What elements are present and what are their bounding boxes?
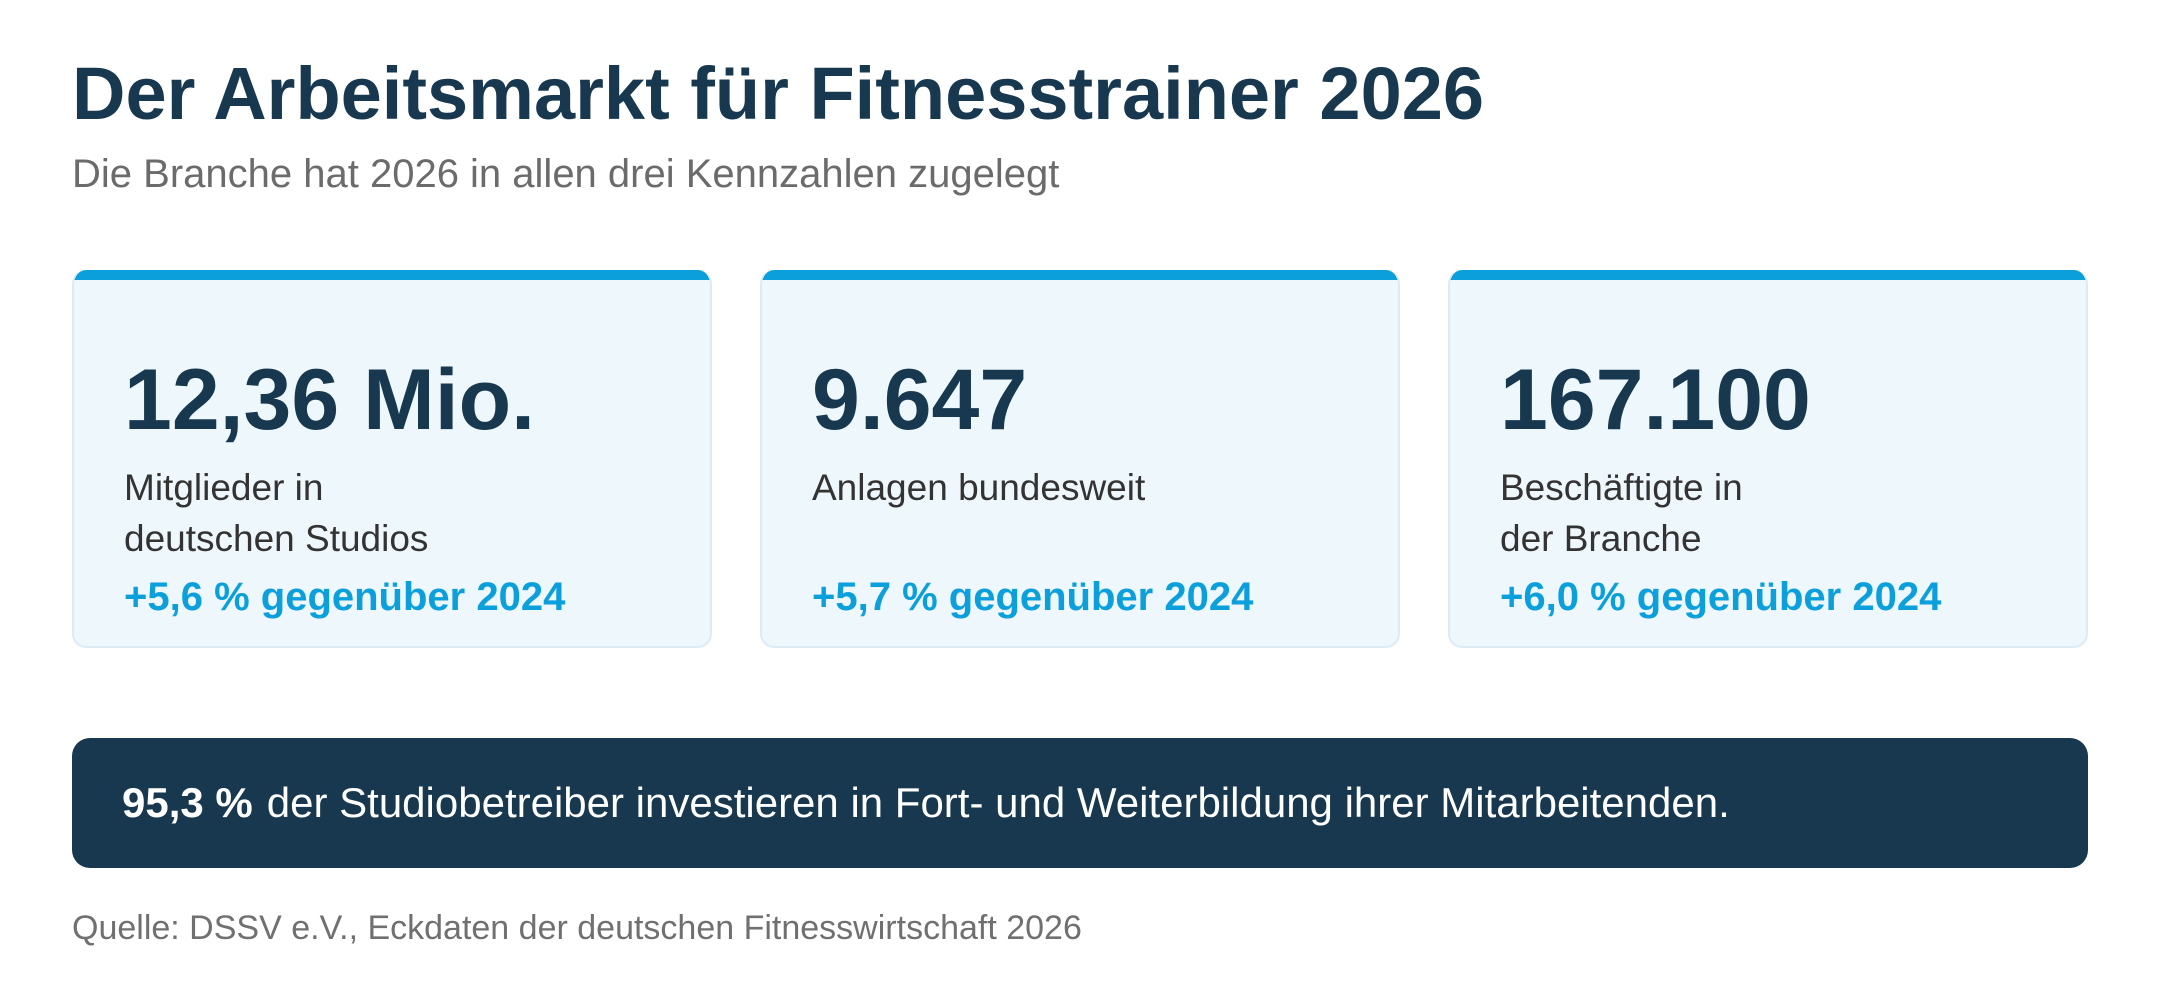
card-accent-bar <box>1450 270 2086 280</box>
page-subtitle: Die Branche hat 2026 in allen drei Kennz… <box>72 152 1060 196</box>
kpi-value: 167.100 <box>1500 352 1811 448</box>
highlight-banner: 95,3 % der Studiobetreiber investieren i… <box>72 738 2088 868</box>
kpi-value: 9.647 <box>812 352 1028 448</box>
kpi-card-members: 12,36 Mio. Mitglieder in deutschen Studi… <box>72 270 712 648</box>
kpi-card-employees: 167.100 Beschäftigte in der Branche +6,0… <box>1448 270 2088 648</box>
kpi-label: Mitglieder in deutschen Studios <box>124 462 684 564</box>
card-accent-bar <box>74 270 710 280</box>
kpi-cards: 12,36 Mio. Mitglieder in deutschen Studi… <box>72 270 2088 648</box>
kpi-label: Anlagen bundesweit <box>812 462 1372 513</box>
kpi-label: Beschäftigte in der Branche <box>1500 462 2060 564</box>
source-note: Quelle: DSSV e.V., Eckdaten der deutsche… <box>72 909 1082 947</box>
kpi-change: +5,6 % gegenüber 2024 <box>124 575 566 619</box>
kpi-change: +5,7 % gegenüber 2024 <box>812 575 1254 619</box>
kpi-value: 12,36 Mio. <box>124 352 536 448</box>
page-title: Der Arbeitsmarkt für Fitnesstrainer 2026 <box>72 52 1485 135</box>
banner-text: der Studiobetreiber investieren in Fort-… <box>266 779 1730 826</box>
kpi-label-line: Mitglieder in <box>124 467 324 508</box>
kpi-card-facilities: 9.647 Anlagen bundesweit +5,7 % gegenübe… <box>760 270 1400 648</box>
infographic: Der Arbeitsmarkt für Fitnesstrainer 2026… <box>72 0 2088 1008</box>
kpi-label-line: Anlagen bundesweit <box>812 467 1146 508</box>
kpi-label-line: deutschen Studios <box>124 518 429 559</box>
kpi-change: +6,0 % gegenüber 2024 <box>1500 575 1942 619</box>
kpi-label-line: Beschäftigte in <box>1500 467 1743 508</box>
card-accent-bar <box>762 270 1398 280</box>
banner-stat: 95,3 % <box>122 779 253 826</box>
kpi-label-line: der Branche <box>1500 518 1702 559</box>
